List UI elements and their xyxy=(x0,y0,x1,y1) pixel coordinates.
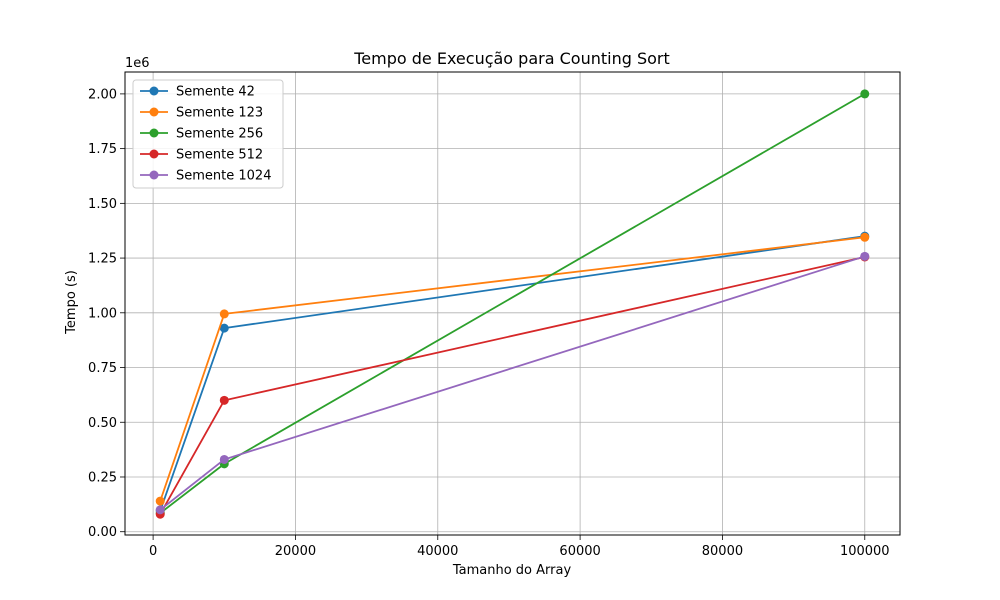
series-group xyxy=(155,232,870,506)
y-offset-label: 1e6 xyxy=(125,56,150,71)
legend-label: Semente 256 xyxy=(176,127,263,142)
legend-box xyxy=(132,79,284,189)
series-layer xyxy=(155,89,870,519)
x-tick-label: 60000 xyxy=(559,544,600,559)
x-axis-label: Tamanho do Array xyxy=(452,563,572,578)
legend-marker xyxy=(149,170,159,180)
data-point xyxy=(860,232,870,242)
legend-label: Semente 123 xyxy=(176,106,263,121)
series-group xyxy=(155,251,870,515)
chart-title: Tempo de Execução para Counting Sort xyxy=(353,49,670,68)
y-tick-label: 0.00 xyxy=(88,525,117,540)
x-tick-label: 100000 xyxy=(840,544,890,559)
data-point xyxy=(219,309,229,319)
y-tick-label: 2.00 xyxy=(88,87,117,102)
x-tick-label: 40000 xyxy=(417,544,458,559)
data-point xyxy=(219,395,229,405)
plot-frame xyxy=(124,71,901,536)
y-axis: 0.00 0.25 0.50 0.75 1.00 1.25 1.50 1.75 2.00 xyxy=(88,87,125,540)
x-tick-label: 80000 xyxy=(702,544,743,559)
legend-item: Semente 256 xyxy=(140,127,263,142)
legend-marker xyxy=(149,128,159,138)
legend: Semente 42 Semente 123 Semente 256 Semente … xyxy=(132,79,284,189)
data-point xyxy=(219,454,229,464)
legend-label: Semente 512 xyxy=(176,148,263,163)
x-axis: 0 20000 40000 60000 80000 100000 xyxy=(149,535,890,559)
y-tick-label: 0.50 xyxy=(88,416,117,431)
legend-label: Semente 1024 xyxy=(176,169,271,184)
data-point xyxy=(219,323,229,333)
y-tick-label: 0.25 xyxy=(88,470,117,485)
legend-item: Semente 1024 xyxy=(140,169,271,184)
data-point xyxy=(860,89,870,99)
legend-marker xyxy=(149,86,159,96)
legend-item: Semente 123 xyxy=(140,106,263,121)
y-tick-label: 1.00 xyxy=(88,306,117,321)
legend-marker xyxy=(149,107,159,117)
x-tick-label: 0 xyxy=(149,544,157,559)
y-tick-label: 1.50 xyxy=(88,197,117,212)
y-axis-label: Tempo (s) xyxy=(64,270,79,335)
data-point xyxy=(860,251,870,261)
legend-marker xyxy=(149,149,159,159)
legend-item: Semente 42 xyxy=(140,85,255,100)
data-point xyxy=(155,505,165,515)
legend-label: Semente 42 xyxy=(176,85,255,100)
y-tick-label: 1.75 xyxy=(88,142,117,157)
x-tick-label: 20000 xyxy=(275,544,316,559)
legend-item: Semente 512 xyxy=(140,148,263,163)
data-point xyxy=(155,496,165,506)
y-tick-label: 0.75 xyxy=(88,361,117,376)
y-tick-label: 1.25 xyxy=(88,252,117,267)
